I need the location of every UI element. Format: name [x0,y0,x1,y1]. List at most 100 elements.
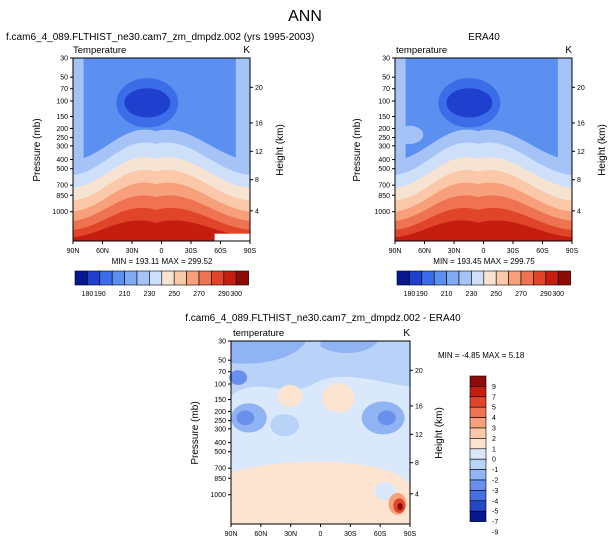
x-tick-label: 30S [507,248,520,255]
y-tick-label: 850 [214,476,226,483]
difference-band [229,370,248,385]
colorbar-box [223,270,237,286]
colorbar-label: 0 [492,457,496,464]
x-tick-label: 30N [448,248,461,255]
difference-band [377,410,396,426]
right-tick-label: 16 [577,120,585,127]
y-tick-label: 150 [214,397,226,404]
difference-band [231,461,410,524]
panel-title: ERA40 [468,32,500,43]
colorbar-box [396,270,410,286]
y-tick-label: 100 [56,99,68,106]
panel-model: f.cam6_4_089.FLTHIST_ne30.cam7_zm_dmpdz.… [6,32,314,298]
colorbar-label: 230 [466,291,478,298]
y-tick-label: 200 [56,126,68,133]
colorbar-label: 210 [441,291,453,298]
y-tick-label: 100 [214,382,226,389]
y-tick-label: 30 [60,56,68,63]
colorbar-box [471,270,485,286]
colorbar-label: 7 [492,394,496,401]
colorbar-label: 9 [492,384,496,391]
x-tick-label: 30S [185,248,198,255]
y-tick-label: 700 [56,183,68,190]
difference-band [322,383,355,413]
x-tick-label: 90S [244,248,257,255]
y-tick-label: 1000 [210,492,226,499]
difference-band [374,481,396,501]
colorbar-box [74,270,88,286]
axes: 90N 60N 30N 0 30S 60S 90S 30 50 70 100 150 200 250300… [374,56,584,256]
y-tick-label: 250 [56,135,68,142]
colorbar-box [186,270,200,286]
temperature-field [73,58,250,241]
colorbar-box [469,396,487,408]
y-tick-label: 200 [378,126,390,133]
y-tick-label: 50 [218,358,226,365]
right-tick-label: 4 [577,208,581,215]
colorbar-box [469,500,487,512]
temperature-band [73,220,250,241]
y-tick-label: 850 [378,193,390,200]
colorbar-label: 180 [404,291,416,298]
colorbar-box [421,270,435,286]
right-tick-label: 20 [255,85,263,92]
page-title: ANN [288,8,322,25]
colorbar-box [483,270,497,286]
colorbar-label: 270 [515,291,527,298]
y-tick-label: 70 [60,86,68,93]
y-tick-label: 200 [214,409,226,416]
colorbar-label: 210 [119,291,131,298]
right-axis-label: Height (km) [275,124,286,176]
topography-mask [214,233,250,241]
colorbar-label: -3 [492,488,498,495]
colorbar-box [87,270,101,286]
colorbar-label: 250 [168,291,180,298]
colorbar-box [469,417,487,429]
y-tick-label: 500 [56,166,68,173]
right-tick-label: 8 [255,177,259,184]
colorbar-label: 270 [193,291,205,298]
unit-string: K [243,45,250,56]
polar-band [395,125,424,145]
colorbar-box [469,469,487,481]
y-tick-label: 30 [218,339,226,346]
x-tick-label: 0 [319,531,323,538]
colorbar-box [469,386,487,398]
y-tick-label: 250 [214,418,226,425]
x-tick-label: 90N [67,248,80,255]
x-tick-label: 90S [566,248,579,255]
x-tick-label: 60N [418,248,431,255]
panel-title: f.cam6_4_089.FLTHIST_ne30.cam7_zm_dmpdz.… [6,32,314,43]
axes: 90N 60N 30N 0 30S 60S 90S 30 50 70 100 150 200 250300… [210,339,422,539]
right-tick-label: 8 [415,460,419,467]
x-tick-label: 90S [404,531,417,538]
colorbar-box [161,270,175,286]
x-tick-label: 30N [284,531,297,538]
colorbar-label: 180 [82,291,94,298]
colorbar-label: -2 [492,478,498,485]
colorbar-label: 190 [94,291,106,298]
colorbar-box [469,448,487,460]
colorbar-box [111,270,125,286]
y-tick-label: 1000 [52,209,68,216]
panel-difference: f.cam6_4_089.FLTHIST_ne30.cam7_zm_dmpdz.… [185,313,525,538]
y-tick-label: 50 [60,75,68,82]
colorbar-box [469,490,487,502]
colorbar-label: 230 [144,291,156,298]
right-tick-label: 12 [577,149,585,156]
y-tick-label: 100 [378,99,390,106]
y-tick-label: 1000 [374,209,390,216]
colorbar: 180 190 210 230 250 270 290 300 [74,270,249,298]
colorbar-label: -1 [492,467,498,474]
difference-field [229,341,410,524]
panel-era40: ERA40 temperature K 90N 60N 30N 0 30S 60S 90S 3… [352,32,608,298]
y-tick-label: 70 [218,369,226,376]
colorbar-box [495,270,509,286]
y-tick-label: 850 [56,193,68,200]
x-tick-label: 30N [126,248,139,255]
right-axis-label: Height (km) [434,407,445,459]
difference-band [320,341,378,354]
right-axis-label: Height (km) [597,124,608,176]
colorbar-label: -5 [492,509,498,516]
colorbar-box [520,270,534,286]
